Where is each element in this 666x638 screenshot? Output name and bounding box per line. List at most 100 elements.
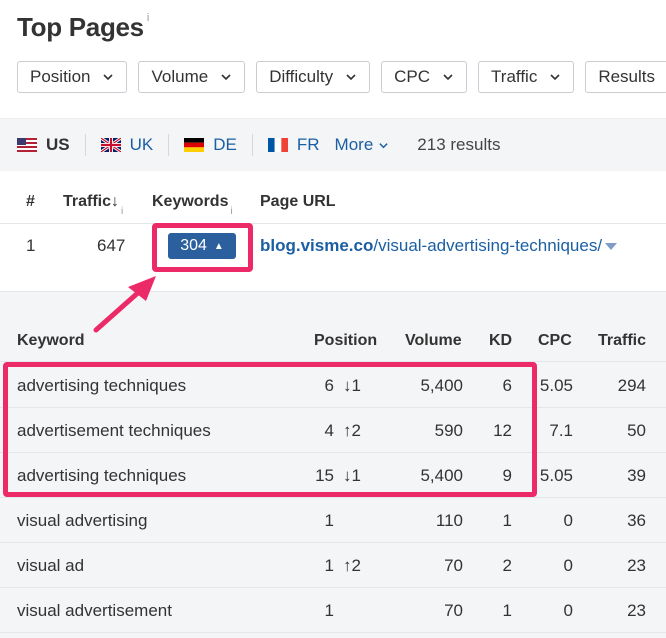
cell-position: 6 bbox=[324, 376, 334, 395]
filter-label: CPC bbox=[394, 67, 431, 86]
url-domain: blog.visme.co bbox=[260, 236, 374, 255]
filter-results-dropdown[interactable]: Results bbox=[585, 61, 666, 93]
keyword-row: visual ad 1 70 2 0 23 ↑2 bbox=[0, 543, 666, 588]
filter-position-dropdown[interactable]: Position bbox=[17, 61, 128, 93]
col-header-keywords[interactable]: Keywords i bbox=[152, 193, 233, 217]
cell-keyword[interactable]: advertising techniques bbox=[17, 376, 187, 395]
page-title: Top Pages bbox=[17, 12, 144, 42]
keyword-row: advertising techniques 6 5,400 6 5.05 294 ↓1 bbox=[0, 363, 666, 408]
col-header-position: Position bbox=[314, 332, 378, 349]
country-selector: US UK DE FR More 213 results bbox=[0, 119, 666, 171]
cell-keyword[interactable]: visual advertising bbox=[17, 511, 148, 530]
country-label: UK bbox=[129, 135, 154, 154]
separator bbox=[84, 134, 86, 156]
col-header-keyword: Keyword bbox=[17, 332, 85, 349]
country-label: DE bbox=[213, 135, 237, 154]
cell-keyword[interactable]: visual ad bbox=[17, 556, 85, 575]
cell-keyword[interactable]: visual advertisement bbox=[17, 601, 172, 620]
more-label: More bbox=[334, 135, 374, 154]
url-menu-caret-icon[interactable] bbox=[605, 243, 618, 251]
info-icon[interactable]: i bbox=[121, 206, 124, 217]
cell-keyword[interactable]: advertising techniques bbox=[17, 466, 187, 485]
page-url-link[interactable]: blog.visme.co/visual-advertising-techniq… bbox=[260, 236, 618, 256]
cell-kd: 2 bbox=[502, 556, 512, 575]
position-up-indicator: ↑2 bbox=[343, 556, 361, 575]
cell-cpc: 7.1 bbox=[549, 421, 573, 440]
country-tab-fr[interactable]: FR bbox=[267, 135, 320, 155]
cell-volume: 590 bbox=[434, 421, 463, 440]
chevron-down-icon bbox=[221, 74, 231, 81]
position-up-indicator: ↑2 bbox=[343, 421, 361, 440]
fr-flag-icon bbox=[267, 138, 288, 152]
country-label: FR bbox=[296, 135, 320, 154]
col-header-traffic: Traffic bbox=[598, 332, 647, 349]
cell-cpc: 0 bbox=[563, 556, 573, 575]
keywords-toggle-button[interactable]: 304 ▲ bbox=[168, 233, 236, 259]
table-row: 1 647 304 ▲ blog.visme.co/visual-adverti… bbox=[0, 224, 666, 268]
country-tab-uk[interactable]: UK bbox=[100, 135, 154, 155]
chevron-down-icon bbox=[443, 74, 453, 81]
info-icon[interactable]: i bbox=[230, 206, 233, 217]
cell-traffic: 23 bbox=[627, 601, 646, 620]
cell-kd: 6 bbox=[502, 376, 512, 395]
cell-position: 15 bbox=[315, 466, 334, 485]
keyword-row: advertisement techniques 4 590 12 7.1 50 ↑2 bbox=[0, 408, 666, 453]
filter-traffic-dropdown[interactable]: Traffic bbox=[478, 61, 575, 93]
keyword-row: advertising techniques 15 5,400 9 5.05 39 ↓1 bbox=[0, 453, 666, 498]
col-header-num: # bbox=[26, 193, 35, 210]
row-num: 1 bbox=[26, 236, 36, 255]
chevron-down-icon bbox=[346, 74, 356, 81]
country-label: US bbox=[46, 135, 70, 154]
cell-volume: 5,400 bbox=[420, 466, 463, 485]
filter-label: Volume bbox=[151, 67, 209, 86]
filter-bar: Position Volume Difficulty CPC Traffic R… bbox=[17, 61, 666, 93]
cell-volume: 70 bbox=[444, 601, 463, 620]
divider bbox=[0, 118, 666, 119]
cell-kd: 12 bbox=[493, 421, 512, 440]
col-header-keywords-label: Keywords bbox=[152, 193, 229, 210]
keywords-table-header: Keyword Position Volume KD CPC Traffic bbox=[0, 330, 666, 362]
page-header: Top Pages i bbox=[17, 12, 149, 46]
filter-volume-dropdown[interactable]: Volume bbox=[138, 61, 246, 93]
chevron-down-icon bbox=[550, 74, 560, 81]
cell-position: 1 bbox=[324, 511, 334, 530]
cell-kd: 9 bbox=[502, 466, 512, 485]
cell-position: 4 bbox=[324, 421, 334, 440]
col-header-traffic-label: Traffic bbox=[63, 193, 112, 210]
keywords-panel: Keyword Position Volume KD CPC Traffic a… bbox=[0, 291, 666, 638]
col-header-volume: Volume bbox=[405, 332, 462, 349]
filter-label: Position bbox=[30, 67, 91, 86]
country-tab-us[interactable]: US bbox=[17, 135, 70, 155]
cell-volume: 70 bbox=[444, 556, 463, 575]
chevron-down-icon bbox=[103, 74, 114, 81]
filter-cpc-dropdown[interactable]: CPC bbox=[381, 61, 468, 93]
cell-position: 1 bbox=[324, 601, 334, 620]
cell-traffic: 39 bbox=[627, 466, 646, 485]
uk-flag-icon bbox=[100, 138, 121, 152]
keyword-row: visual advertising 1 110 1 0 36 bbox=[0, 498, 666, 543]
url-path: /visual-advertising-techniques/ bbox=[373, 236, 603, 255]
cell-traffic: 294 bbox=[617, 376, 646, 395]
info-icon[interactable]: i bbox=[146, 12, 150, 24]
cell-volume: 5,400 bbox=[420, 376, 463, 395]
row-traffic: 647 bbox=[97, 236, 126, 255]
col-header-kd: KD bbox=[489, 332, 513, 349]
filter-label: Traffic bbox=[491, 67, 538, 86]
cell-traffic: 50 bbox=[627, 421, 646, 440]
cell-keyword[interactable]: advertisement techniques bbox=[17, 421, 211, 440]
table-header: # Traffic↓ i Keywords i Page URL bbox=[0, 180, 666, 224]
filter-label: Results bbox=[598, 67, 656, 86]
col-header-traffic[interactable]: Traffic↓ i bbox=[63, 193, 123, 217]
cell-traffic: 23 bbox=[627, 556, 646, 575]
cell-cpc: 5.05 bbox=[539, 376, 573, 395]
separator bbox=[251, 134, 253, 156]
separator bbox=[168, 134, 170, 156]
more-countries-button[interactable]: More bbox=[335, 135, 390, 155]
cell-kd: 1 bbox=[502, 601, 512, 620]
country-tab-de[interactable]: DE bbox=[184, 135, 237, 155]
cell-cpc: 0 bbox=[563, 511, 573, 530]
filter-difficulty-dropdown[interactable]: Difficulty bbox=[256, 61, 371, 93]
cell-position: 1 bbox=[324, 556, 334, 575]
cell-volume: 110 bbox=[435, 511, 463, 530]
de-flag-icon bbox=[184, 138, 205, 152]
